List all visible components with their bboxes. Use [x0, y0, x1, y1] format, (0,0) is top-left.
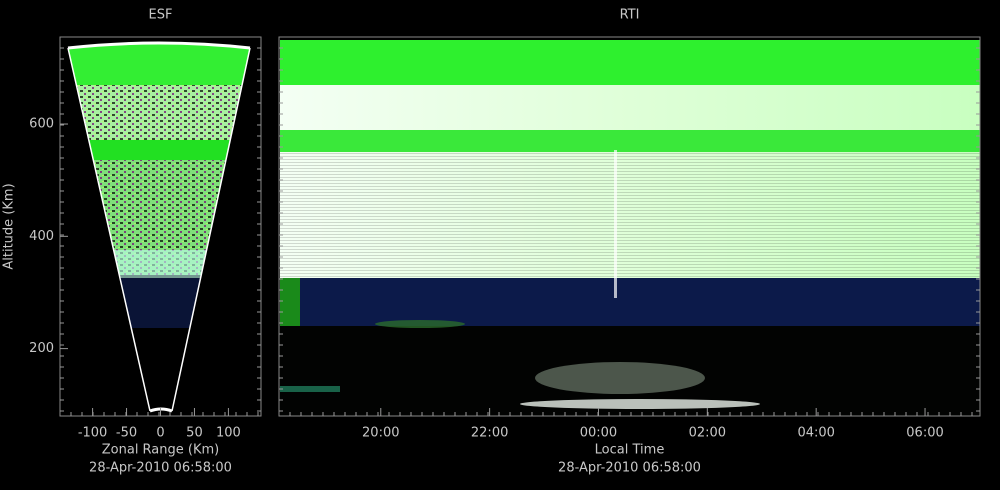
esf-image	[68, 43, 250, 411]
x-tick-label: 00:00	[580, 426, 617, 441]
x-tick-label: 04:00	[797, 426, 834, 441]
y-axis-label: Altitude (Km)	[2, 183, 17, 269]
x-tick-label: 100	[216, 426, 241, 441]
chart-title: RTI	[620, 8, 640, 23]
caption: 28-Apr-2010 06:58:00	[89, 461, 232, 476]
fan-edge	[67, 47, 251, 412]
x-tick-label: 50	[186, 426, 203, 441]
chart-title: ESF	[149, 8, 173, 23]
x-tick-label: 20:00	[362, 426, 399, 441]
x-axis-label: Local Time	[595, 443, 665, 458]
rti-image	[280, 38, 980, 416]
y-tick-label: 600	[29, 117, 54, 132]
x-tick-label: -100	[78, 426, 108, 441]
y-tick-label: 200	[29, 341, 54, 356]
rti-frame	[278, 36, 981, 417]
x-tick-label: 06:00	[906, 426, 943, 441]
x-tick-label: 22:00	[471, 426, 508, 441]
caption: 28-Apr-2010 06:58:00	[558, 461, 701, 476]
x-axis-label: Zonal Range (Km)	[102, 443, 219, 458]
x-tick-label: -50	[116, 426, 137, 441]
fan-top-arc	[67, 41, 251, 50]
x-tick-label: 02:00	[689, 426, 726, 441]
x-tick-label: 0	[156, 426, 164, 441]
y-tick-label: 400	[29, 229, 54, 244]
